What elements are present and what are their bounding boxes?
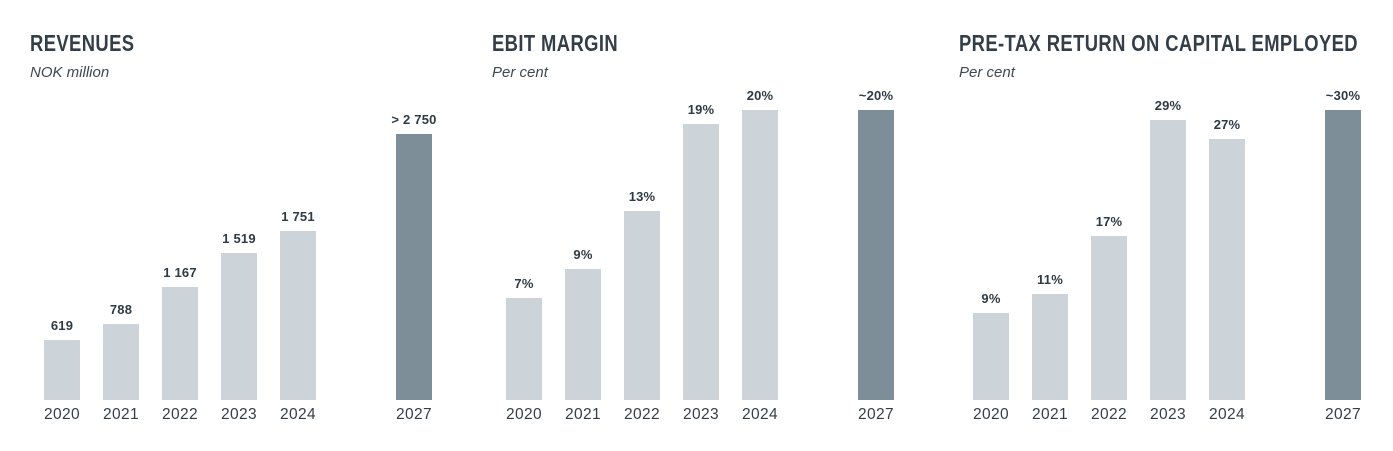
chart-subtitle: NOK million [30,64,110,81]
bar-2022 [624,211,660,400]
bar-2022 [162,287,198,400]
bar-2021 [565,269,601,400]
value-label-2020: 619 [50,318,74,333]
bar-2023 [1150,120,1186,400]
bar-2024 [742,110,778,400]
value-label-2024: 20% [746,88,774,103]
value-label-2023: 19% [687,102,715,117]
x-tick-2023: 2023 [1149,406,1187,423]
bar-2027 [396,134,432,400]
x-tick-2022: 2022 [1090,406,1128,423]
value-label-2020: 7% [514,276,534,291]
x-tick-2021: 2021 [1031,406,1069,423]
bar-2021 [1032,294,1068,400]
bar-2024 [280,231,316,400]
value-label-2022: 13% [628,189,656,204]
x-tick-2022: 2022 [623,406,661,423]
chart-ebit-margin: EBIT MARGIN Per cent 7% 2020 9% 2021 13% 2022… [492,0,894,451]
value-label-2023: 29% [1154,98,1182,113]
value-label-2027: > 2 750 [391,112,437,127]
chart-title: REVENUES [30,30,135,56]
x-tick-2024: 2024 [1208,406,1246,423]
x-tick-2027: 2027 [395,406,433,423]
bar-2024 [1209,139,1245,400]
bar-2027 [858,110,894,400]
bar-2023 [683,124,719,400]
bar-2022 [1091,236,1127,400]
x-tick-2024: 2024 [279,406,317,423]
plot-area: 7% 2020 9% 2021 13% 2022 19% 2023 20% 2024 ~20% 202… [492,88,894,423]
x-tick-2020: 2020 [505,406,543,423]
bar-2020 [44,340,80,400]
chart-pretax-return-on-capital-employed: PRE-TAX RETURN ON CAPITAL EMPLOYED Per c… [959,0,1361,451]
value-label-2027: ~20% [858,88,894,103]
value-label-2027: ~30% [1325,88,1361,103]
value-label-2024: 27% [1213,117,1241,132]
value-label-2021: 11% [1037,272,1063,287]
chart-revenues: REVENUES NOK million 619 2020 788 2021 1 167… [30,0,436,451]
bar-2020 [973,313,1009,400]
value-label-2021: 9% [573,247,593,262]
value-label-2022: 1 167 [163,265,197,280]
plot-area: 619 2020 788 2021 1 167 2022 1 519 2023 1 751 202… [30,110,436,423]
x-tick-2023: 2023 [682,406,720,423]
value-label-2023: 1 519 [222,231,256,246]
bar-2020 [506,298,542,400]
plot-area: 9% 2020 11% 2021 17% 2022 29% 2023 27% 2024 ~30% 20… [959,88,1361,423]
x-tick-2023: 2023 [220,406,258,423]
chart-title: EBIT MARGIN [492,30,619,56]
bar-2021 [103,324,139,400]
x-tick-2024: 2024 [741,406,779,423]
x-tick-2022: 2022 [161,406,199,423]
chart-subtitle: Per cent [959,64,1015,81]
x-tick-2020: 2020 [972,406,1010,423]
x-tick-2027: 2027 [857,406,895,423]
x-tick-2021: 2021 [564,406,602,423]
x-tick-2021: 2021 [102,406,140,423]
chart-subtitle: Per cent [492,64,548,81]
x-tick-2027: 2027 [1324,406,1362,423]
x-tick-2020: 2020 [43,406,81,423]
bar-2023 [221,253,257,400]
chart-title: PRE-TAX RETURN ON CAPITAL EMPLOYED [959,30,1358,56]
value-label-2021: 788 [109,302,133,317]
value-label-2024: 1 751 [281,209,315,224]
value-label-2022: 17% [1095,214,1123,229]
bar-2027 [1325,110,1361,400]
value-label-2020: 9% [981,291,1001,306]
